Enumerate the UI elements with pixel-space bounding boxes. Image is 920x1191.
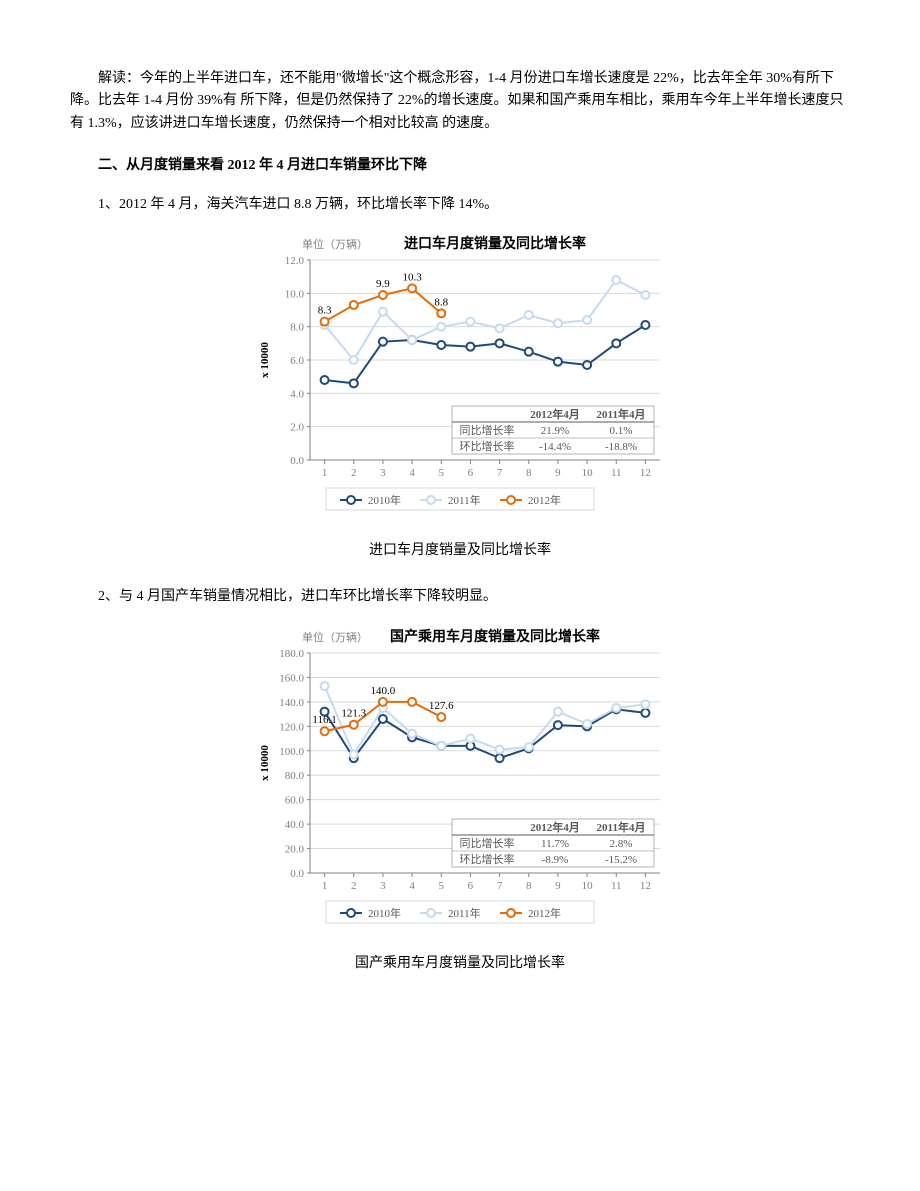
svg-text:160.0: 160.0 [279,672,304,684]
chart1-container: 0.02.04.06.08.010.012.0123456789101112x … [70,230,850,530]
svg-text:9: 9 [555,880,561,892]
svg-text:121.3: 121.3 [341,707,366,719]
svg-text:8.8: 8.8 [434,296,448,308]
svg-text:4: 4 [409,880,415,892]
svg-text:-14.4%: -14.4% [539,441,571,453]
svg-text:7: 7 [497,880,503,892]
svg-text:11: 11 [611,467,622,479]
svg-text:单位（万辆）: 单位（万辆） [302,630,368,644]
svg-text:12: 12 [640,880,651,892]
svg-text:7: 7 [497,467,503,479]
svg-text:-15.2%: -15.2% [605,854,637,866]
svg-text:2012年: 2012年 [528,493,561,507]
svg-text:4: 4 [409,467,415,479]
svg-text:140.0: 140.0 [371,685,396,697]
svg-text:0.0: 0.0 [290,868,304,880]
svg-text:环比增长率: 环比增长率 [460,852,515,866]
chart2-caption: 国产乘用车月度销量及同比增长率 [70,953,850,975]
svg-text:同比增长率: 同比增长率 [460,423,515,437]
svg-text:60.0: 60.0 [285,794,305,806]
svg-text:8.0: 8.0 [290,322,304,334]
svg-text:8: 8 [526,467,532,479]
svg-text:2010年: 2010年 [368,906,401,920]
svg-text:6.0: 6.0 [290,355,304,367]
svg-text:120.0: 120.0 [279,721,304,733]
svg-text:8.3: 8.3 [318,305,332,317]
svg-text:10: 10 [582,880,594,892]
svg-text:0.1%: 0.1% [610,425,633,437]
svg-text:2012年4月: 2012年4月 [530,407,580,421]
svg-text:12.0: 12.0 [285,255,305,267]
svg-text:同比增长率: 同比增长率 [460,836,515,850]
svg-text:127.6: 127.6 [429,700,454,712]
subpoint-1: 1、2012 年 4 月，海关汽车进口 8.8 万辆，环比增长率下降 14%。 [70,194,850,216]
svg-text:5: 5 [439,467,445,479]
svg-text:10.3: 10.3 [402,271,422,283]
chart1-svg: 0.02.04.06.08.010.012.0123456789101112x … [240,230,680,530]
svg-text:116.1: 116.1 [312,714,336,726]
svg-text:-8.9%: -8.9% [542,854,569,866]
svg-text:环比增长率: 环比增长率 [460,439,515,453]
svg-text:100.0: 100.0 [279,746,304,758]
svg-text:40.0: 40.0 [285,819,305,831]
svg-text:2010年: 2010年 [368,493,401,507]
svg-text:2.0: 2.0 [290,422,304,434]
chart2-svg: 0.0 20.0 40.0 60.0 80.0 100.0 120.0 140.0 160.0 1… [240,623,680,943]
svg-text:5: 5 [439,880,445,892]
svg-text:-18.8%: -18.8% [605,441,637,453]
svg-text:12: 12 [640,467,651,479]
svg-text:20.0: 20.0 [285,843,305,855]
svg-text:80.0: 80.0 [285,770,305,782]
svg-text:2: 2 [351,880,357,892]
svg-text:3: 3 [380,880,386,892]
svg-text:6: 6 [468,467,474,479]
svg-text:9: 9 [555,467,561,479]
svg-text:2: 2 [351,467,357,479]
svg-text:180.0: 180.0 [279,648,304,660]
chart1-caption: 进口车月度销量及同比增长率 [70,540,850,562]
svg-text:3: 3 [380,467,386,479]
svg-text:x 10000: x 10000 [259,342,271,378]
svg-text:2011年4月: 2011年4月 [597,407,646,421]
svg-text:国产乘用车月度销量及同比增长率: 国产乘用车月度销量及同比增长率 [390,628,600,644]
svg-text:140.0: 140.0 [279,697,304,709]
svg-text:2011年4月: 2011年4月 [597,820,646,834]
svg-text:2011年: 2011年 [448,906,481,920]
paragraph-intro: 解读：今年的上半年进口车，还不能用"微增长"这个概念形容，1-4 月份进口车增长… [70,68,850,135]
svg-text:x 10000: x 10000 [259,744,271,780]
svg-text:11.7%: 11.7% [541,838,569,850]
svg-text:1: 1 [322,880,328,892]
svg-text:21.9%: 21.9% [541,425,569,437]
svg-text:9.9: 9.9 [376,278,390,290]
subpoint-2: 2、与 4 月国产车销量情况相比，进口车环比增长率下降较明显。 [70,586,850,608]
chart2-container: 0.0 20.0 40.0 60.0 80.0 100.0 120.0 140.0 160.0 1… [70,623,850,943]
svg-text:10.0: 10.0 [285,288,305,300]
svg-text:1: 1 [322,467,328,479]
section-heading: 二、从月度销量来看 2012 年 4 月进口车销量环比下降 [70,155,850,177]
svg-text:11: 11 [611,880,622,892]
svg-text:10: 10 [582,467,594,479]
svg-text:6: 6 [468,880,474,892]
svg-text:4.0: 4.0 [290,388,304,400]
svg-text:8: 8 [526,880,532,892]
svg-text:2012年: 2012年 [528,906,561,920]
svg-text:单位（万辆）: 单位（万辆） [302,237,368,251]
svg-text:2.8%: 2.8% [610,838,633,850]
svg-text:0.0: 0.0 [290,455,304,467]
svg-text:进口车月度销量及同比增长率: 进口车月度销量及同比增长率 [404,235,586,251]
svg-text:2012年4月: 2012年4月 [530,820,580,834]
svg-text:2011年: 2011年 [448,493,481,507]
